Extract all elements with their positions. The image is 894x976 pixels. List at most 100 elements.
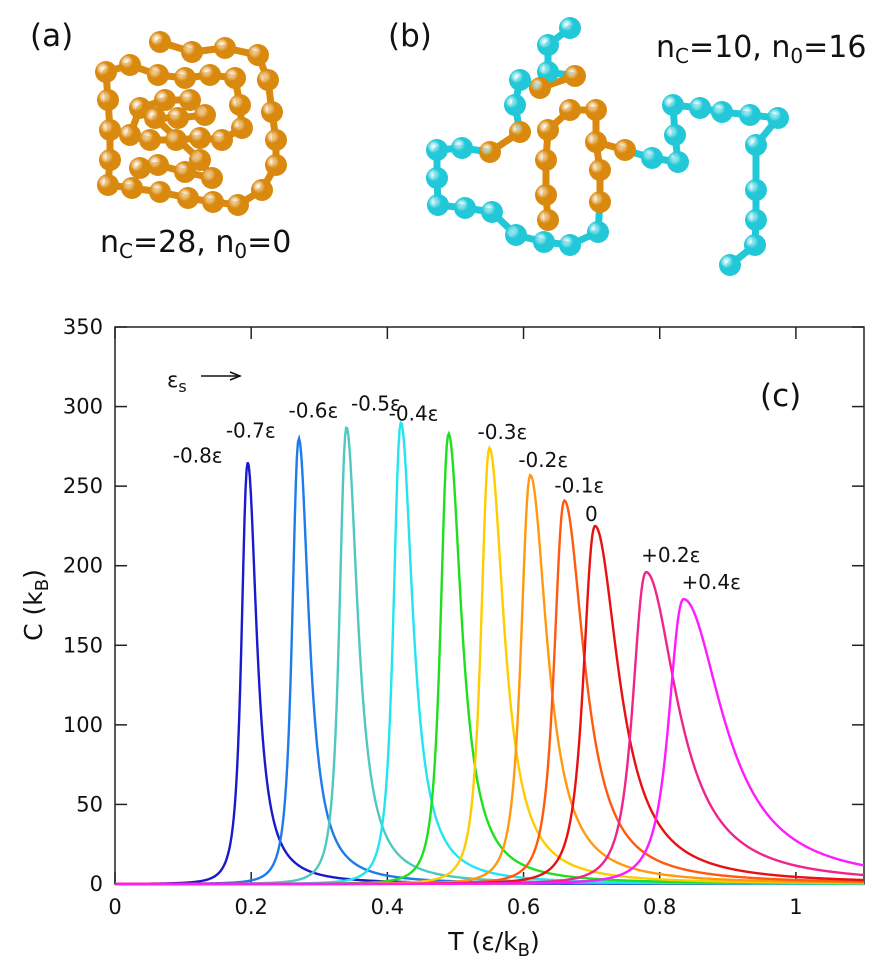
bead (711, 101, 733, 123)
bead (99, 149, 121, 171)
bead (121, 177, 143, 199)
bead (559, 99, 581, 121)
x-tick-label: 0.8 (643, 895, 676, 919)
peak-label: -0.7ε (226, 418, 276, 442)
bead (149, 181, 171, 203)
y-tick-label: 0 (90, 872, 103, 896)
bead (589, 159, 611, 181)
bead (231, 117, 253, 139)
bead (119, 54, 141, 76)
peak-label: -0.1ε (554, 473, 604, 497)
peak-label: +0.4ε (682, 570, 741, 594)
bead (177, 187, 199, 209)
curve-1 (115, 461, 864, 886)
heat-capacity-chart: 0 0.2 0.4 0.6 0.8 1 0 50 100 150 200 250 300 350 -0.8… (19, 315, 865, 961)
bead (214, 37, 236, 59)
curve-2 (115, 433, 864, 886)
bead (504, 94, 526, 116)
curves (115, 420, 865, 886)
bead (719, 254, 741, 276)
y-tick-label: 100 (63, 713, 103, 737)
peak-labels: -0.8ε-0.7ε -0.6ε -0.5ε-0.4ε -0.3ε -0.2ε-0.1ε… (173, 391, 741, 594)
curve-5 (115, 430, 864, 886)
peak-label: -0.3ε (478, 420, 528, 444)
panel-b-caption: nC=10, n0=16 (656, 30, 866, 68)
bead (179, 89, 201, 111)
curve-3 (115, 426, 864, 886)
bead (509, 69, 531, 91)
y-tick-label: 350 (63, 315, 103, 339)
bead (119, 124, 141, 146)
bead (201, 167, 223, 189)
panel-a-caption: nC=28, n0=0 (100, 225, 291, 263)
y-tick-label: 150 (63, 633, 103, 657)
x-tick-label: 1 (789, 895, 802, 919)
bead (559, 17, 581, 39)
bead (147, 64, 169, 86)
bead (664, 124, 686, 146)
y-tick-label: 300 (63, 395, 103, 419)
bead (174, 161, 196, 183)
bead (587, 221, 609, 243)
compact-polymer-structure (95, 31, 287, 216)
bead (505, 224, 527, 246)
bead (689, 97, 711, 119)
curve-7 (115, 473, 865, 886)
curve-9 (115, 524, 865, 886)
peak-label: -0.5ε (351, 391, 401, 415)
bead (537, 119, 559, 141)
bead (129, 157, 151, 179)
bead (97, 89, 119, 111)
bead (426, 139, 448, 161)
y-tick-label: 200 (63, 554, 103, 578)
bead (667, 151, 689, 173)
panel-c-label: (c) (760, 378, 801, 414)
bead (559, 234, 581, 256)
bead (167, 107, 189, 129)
bead (537, 209, 559, 231)
bead (227, 194, 249, 216)
x-tick-label: 0.6 (507, 895, 540, 919)
bead (662, 94, 684, 116)
bead (614, 139, 636, 161)
y-axis-title: C (kB) (19, 569, 53, 641)
bead (265, 129, 287, 151)
bead (745, 134, 767, 156)
bead (529, 77, 551, 99)
bead (585, 131, 607, 153)
bead (95, 61, 117, 83)
x-tick-label: 0.4 (371, 895, 404, 919)
x-tick-label: 0 (108, 895, 121, 919)
bead (535, 184, 557, 206)
bead (174, 67, 196, 89)
peak-label: 0 (585, 502, 598, 526)
bead (139, 129, 161, 151)
bead (454, 197, 476, 219)
bead (509, 121, 531, 143)
arrow-label: εs (167, 368, 187, 396)
panel-a-label: (a) (30, 18, 73, 54)
bead (451, 137, 473, 159)
bead (261, 101, 283, 123)
bead (427, 194, 449, 216)
bead (641, 147, 663, 169)
bead (165, 129, 187, 151)
bead (194, 104, 216, 126)
arrow-head (229, 371, 243, 381)
extended-polymer-structure (426, 17, 789, 276)
axis-ticks: 0 0.2 0.4 0.6 0.8 1 0 50 100 150 200 250 300 350 (63, 315, 864, 919)
bead (149, 31, 171, 53)
x-axis-title: T (ε/kB) (447, 927, 540, 961)
bead (585, 99, 607, 121)
bead (479, 141, 501, 163)
peak-label: -0.4ε (389, 402, 439, 426)
y-tick-label: 50 (76, 792, 103, 816)
bead (767, 107, 789, 129)
bead (181, 41, 203, 63)
bead (199, 64, 221, 86)
bead (265, 154, 287, 176)
bead (202, 191, 224, 213)
peak-label: -0.6ε (289, 398, 339, 422)
peak-label: -0.2ε (518, 448, 568, 472)
